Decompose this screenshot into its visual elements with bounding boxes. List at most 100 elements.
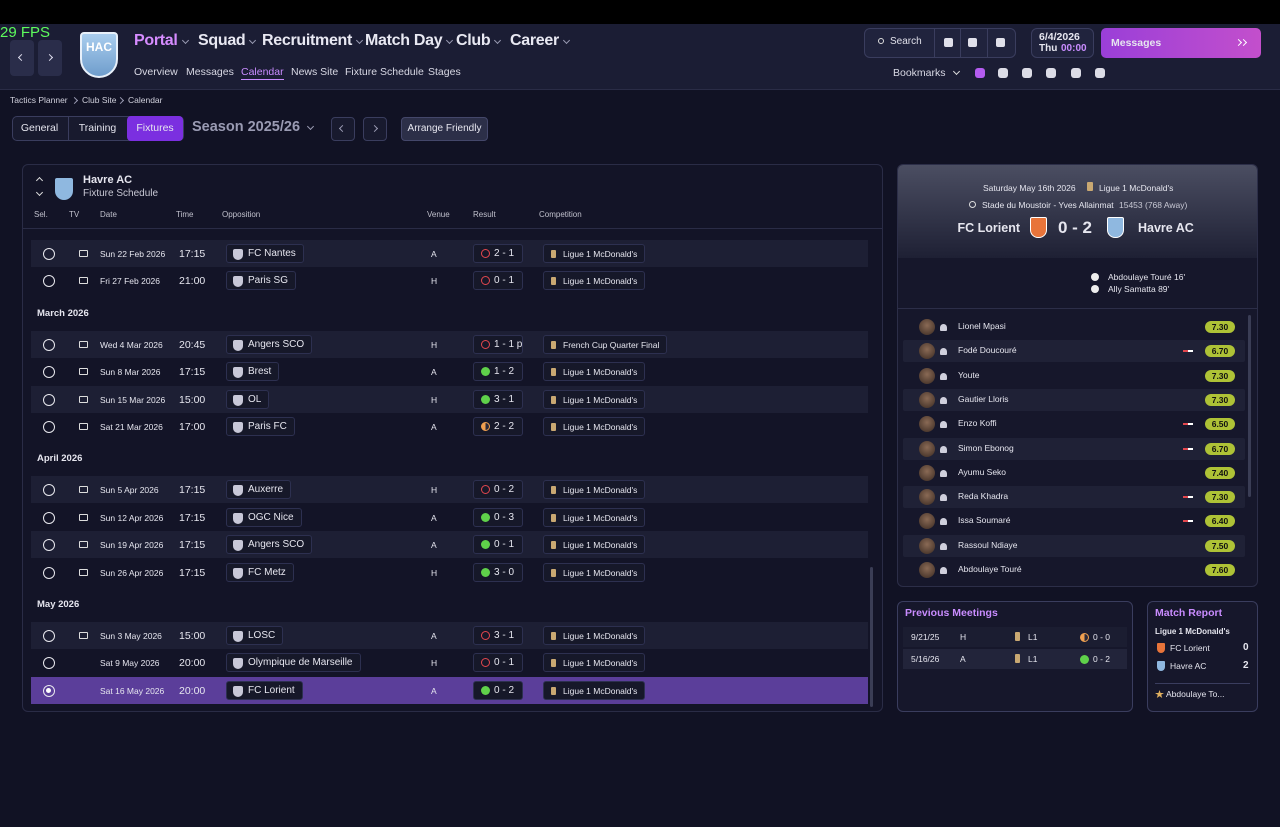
opponent-chip[interactable]: FC Nantes [226,244,304,263]
sub-menu[interactable]: News Site [291,66,339,78]
toolbar-icon[interactable] [996,38,1005,47]
arrange-friendly-button[interactable]: Arrange Friendly [401,117,488,141]
main-menu[interactable]: Squad [198,32,246,49]
select-radio[interactable] [43,539,55,552]
toolbar-icon[interactable] [998,68,1008,78]
fixture-row[interactable]: Sun 5 Apr 2026 17:15 Auxerre H 0 - 2 Ligue 1 … [31,476,868,504]
main-menu[interactable]: Match Day [365,32,443,49]
fixture-row[interactable]: Sat 21 Mar 2026 17:00 Paris FC A 2 - 2 Ligue … [31,413,868,440]
nav-arrow-button[interactable] [38,40,62,76]
select-radio[interactable] [43,366,55,379]
select-radio[interactable] [43,393,55,406]
select-radio[interactable] [43,511,55,524]
main-menu[interactable]: Career [510,32,559,49]
select-radio[interactable] [43,338,55,351]
player-row[interactable]: Ayumu Seko 7.40 [903,462,1245,484]
fixture-row[interactable]: Sun 22 Feb 2026 17:15 FC Nantes A 2 - 1 Ligue… [31,240,868,267]
toolbar-icon[interactable] [1071,68,1081,78]
player-row[interactable]: Simon Ebonog 6.70 [903,437,1245,460]
sub-menu[interactable]: Messages [186,66,234,78]
opponent-chip[interactable]: Angers SCO [226,535,313,555]
player-avatar [919,416,935,433]
opponent-chip[interactable]: OL [226,389,270,409]
opponent-chip[interactable]: Paris SG [226,271,297,291]
season-nav-button[interactable] [363,117,387,141]
opponent-chip[interactable]: FC Metz [226,562,294,582]
player-avatar [919,489,935,506]
select-radio[interactable] [43,248,55,260]
fixture-row[interactable]: Sun 15 Mar 2026 15:00 OL H 3 - 1 Ligue 1 McDo… [31,385,868,413]
tab[interactable]: Fixtures [127,116,183,141]
main-menu[interactable]: Club [456,32,491,49]
select-radio[interactable] [43,630,55,642]
opponent-chip[interactable]: Olympique de Marseille [226,653,361,673]
player-row[interactable]: Gautier Lloris 7.30 [903,388,1245,411]
bookmarks[interactable]: Bookmarks [893,67,946,79]
fixture-row[interactable]: Sat 9 May 2026 20:00 Olympique de Marseill… [31,649,868,676]
opponent-chip[interactable]: Paris FC [226,417,295,436]
player-row[interactable]: Abdoulaye Touré 7.60 [903,559,1245,581]
select-radio[interactable] [43,421,55,433]
tab[interactable]: Training [68,116,126,141]
player-row[interactable]: Rassoul Ndiaye 7.50 [903,534,1245,557]
season-select[interactable]: Season 2025/26 [192,119,301,135]
sub-menu[interactable]: Overview [134,66,178,78]
select-radio[interactable] [43,275,55,288]
fixture-row[interactable]: Sun 19 Apr 2026 17:15 Angers SCO A 0 - 1 Ligu… [31,531,868,559]
main-menu[interactable]: Portal [134,32,178,49]
day: Thu [1039,43,1058,54]
fixture-row[interactable]: Sun 12 Apr 2026 17:15 OGC Nice A 0 - 3 Ligue … [31,504,868,531]
substitution-icon [1183,423,1193,426]
player-row[interactable]: Youte 7.30 [903,365,1245,387]
result-icon [481,367,490,377]
select-radio[interactable] [43,566,55,579]
result: 0 - 1 [494,657,515,669]
search-button[interactable]: Search [890,36,922,47]
player-name: Rassoul Ndiaye [958,539,1018,550]
toolbar-icon[interactable] [968,38,977,47]
player-row[interactable]: Reda Khadra 7.30 [903,486,1245,509]
opponent-chip[interactable]: Auxerre [226,480,292,500]
position-icon [940,348,947,356]
fixture-row[interactable]: Fri 27 Feb 2026 21:00 Paris SG H 0 - 1 Ligue … [31,267,868,294]
month-header: May 2026 [37,599,80,610]
nav-arrow-button[interactable] [10,40,34,76]
opponent-chip[interactable]: LOSC [226,626,284,645]
chevron [338,124,347,133]
toolbar-icon[interactable] [1022,68,1032,78]
meeting-result: 0 - 2 [1093,654,1111,664]
result-chip: 2 - 2 [473,417,523,436]
select-radio[interactable] [43,484,55,497]
result-icon [481,339,490,349]
opponent-chip[interactable]: Angers SCO [226,334,313,354]
season-nav-button[interactable] [331,117,355,141]
fixture-row[interactable]: Sun 3 May 2026 15:00 LOSC A 3 - 1 Ligue 1 McD… [31,622,868,649]
breadcrumb[interactable]: Tactics Planner [10,95,68,105]
breadcrumb[interactable]: Club Site [82,95,117,105]
opponent-chip[interactable]: FC Lorient [226,680,303,700]
fixture-row[interactable]: Sun 26 Apr 2026 17:15 FC Metz H 3 - 0 Ligue 1… [31,559,868,586]
player-row[interactable]: Enzo Koffi 6.50 [903,413,1245,435]
player-row[interactable]: Lionel Mpasi 7.30 [903,316,1245,338]
toolbar-icon[interactable] [944,38,953,47]
main-menu[interactable]: Recruitment [262,32,353,49]
messages-button[interactable] [1101,28,1261,58]
player-row[interactable]: Fodé Doucouré 6.70 [903,340,1245,363]
tab[interactable]: General [20,122,59,134]
messages-label: Messages [1111,37,1162,49]
fixture-row[interactable]: Sat 16 May 2026 20:00 FC Lorient A 0 - 2 Ligu… [31,676,868,704]
select-radio[interactable] [43,657,55,670]
sub-menu[interactable]: Calendar [241,66,284,80]
toolbar-icon[interactable] [1046,68,1056,78]
scrollbar [870,567,873,707]
select-radio[interactable] [43,684,55,697]
player-row[interactable]: Issa Soumaré 6.40 [903,510,1245,532]
toolbar-icon[interactable] [1095,68,1105,78]
fixture-row[interactable]: Sun 8 Mar 2026 17:15 Brest A 1 - 2 Ligue 1 Mc… [31,358,868,385]
sub-menu[interactable]: Fixture Schedule [345,66,424,78]
opponent-chip[interactable]: Brest [226,362,280,382]
opponent-chip[interactable]: OGC Nice [226,507,302,527]
toolbar-icon[interactable] [975,68,985,78]
sub-menu[interactable]: Stages [428,66,461,78]
fixture-row[interactable]: Wed 4 Mar 2026 20:45 Angers SCO H 1 - 1 p Fre… [31,330,868,358]
